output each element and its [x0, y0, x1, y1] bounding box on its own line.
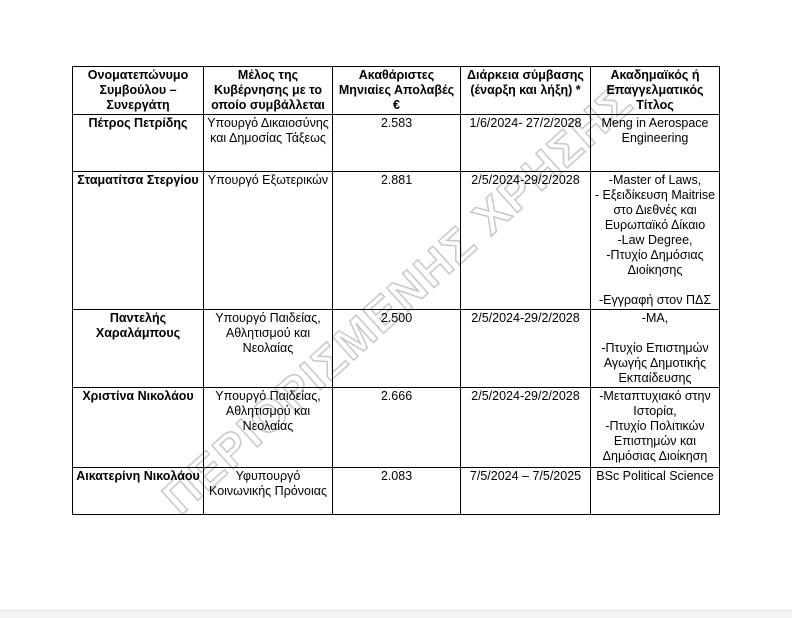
titles-cell: BSc Political Science — [590, 467, 720, 515]
titles-cell: -Master of Laws, - Εξειδίκευση Maitrise … — [590, 171, 720, 310]
table-row: Αικατερίνη Νικολάου Υφυπουργό Κοινωνικής… — [72, 467, 720, 515]
column-header-government-member: Μέλος της Κυβέρνησης με το οποίο συμβάλλ… — [203, 66, 333, 115]
table-row: Χριστίνα Νικολάου Υπουργό Παιδείας, Αθλη… — [72, 387, 720, 468]
salary-cell: 2.500 — [332, 309, 461, 388]
minister-cell: Υφυπουργό Κοινωνικής Πρόνοιας — [203, 467, 333, 515]
minister-cell: Υπουργό Παιδείας, Αθλητισμού και Νεολαία… — [203, 309, 333, 388]
salary-cell: 2.583 — [332, 114, 461, 172]
advisor-name-cell: Χριστίνα Νικολάου — [72, 387, 204, 468]
table-row: Πέτρος Πετρίδης Υπουργό Δικαιοσύνης και … — [72, 114, 720, 172]
duration-cell: 2/5/2024-29/2/2028 — [460, 387, 591, 468]
duration-cell: 7/5/2024 – 7/5/2025 — [460, 467, 591, 515]
salary-cell: 2.666 — [332, 387, 461, 468]
column-header-academic-title: Ακαδημαϊκός ή Επαγγελματικός Τίτλος — [590, 66, 720, 115]
salary-cell: 2.881 — [332, 171, 461, 310]
advisor-name-cell: Σταματίτσα Στεργίου — [72, 171, 204, 310]
duration-cell: 1/6/2024- 27/2/2028 — [460, 114, 591, 172]
advisor-name-cell: Αικατερίνη Νικολάου — [72, 467, 204, 515]
table-row: Σταματίτσα Στεργίου Υπουργό Εξωτερικών 2… — [72, 171, 720, 310]
duration-cell: 2/5/2024-29/2/2028 — [460, 309, 591, 388]
minister-cell: Υπουργό Εξωτερικών — [203, 171, 333, 310]
titles-cell: -Μεταπτυχιακό στην Ιστορία, -Πτυχίο Πολι… — [590, 387, 720, 468]
column-header-contract-duration: Διάρκεια σύμβασης (έναρξη και λήξη) * — [460, 66, 591, 115]
table-header-row: Ονοματεπώνυμο Συμβούλου – Συνεργάτη Μέλο… — [72, 66, 720, 115]
titles-cell: -ΜΑ, -Πτυχίο Επιστημών Αγωγής Δημοτικής … — [590, 309, 720, 388]
advisor-name-cell: Πέτρος Πετρίδης — [72, 114, 204, 172]
advisors-table: Ονοματεπώνυμο Συμβούλου – Συνεργάτη Μέλο… — [72, 66, 720, 515]
minister-cell: Υπουργό Δικαιοσύνης και Δημοσίας Τάξεως — [203, 114, 333, 172]
minister-cell: Υπουργό Παιδείας, Αθλητισμού και Νεολαία… — [203, 387, 333, 468]
table-row: Παντελής Χαραλάμπους Υπουργό Παιδείας, Α… — [72, 309, 720, 388]
column-header-gross-monthly-salary: Ακαθάριστες Μηνιαίες Απολαβές € — [332, 66, 461, 115]
salary-cell: 2.083 — [332, 467, 461, 515]
viewer-bottom-bar — [0, 610, 792, 618]
titles-cell: Meng in Aerospace Engineering — [590, 114, 720, 172]
duration-cell: 2/5/2024-29/2/2028 — [460, 171, 591, 310]
column-header-advisor-name: Ονοματεπώνυμο Συμβούλου – Συνεργάτη — [72, 66, 204, 115]
advisor-name-cell: Παντελής Χαραλάμπους — [72, 309, 204, 388]
